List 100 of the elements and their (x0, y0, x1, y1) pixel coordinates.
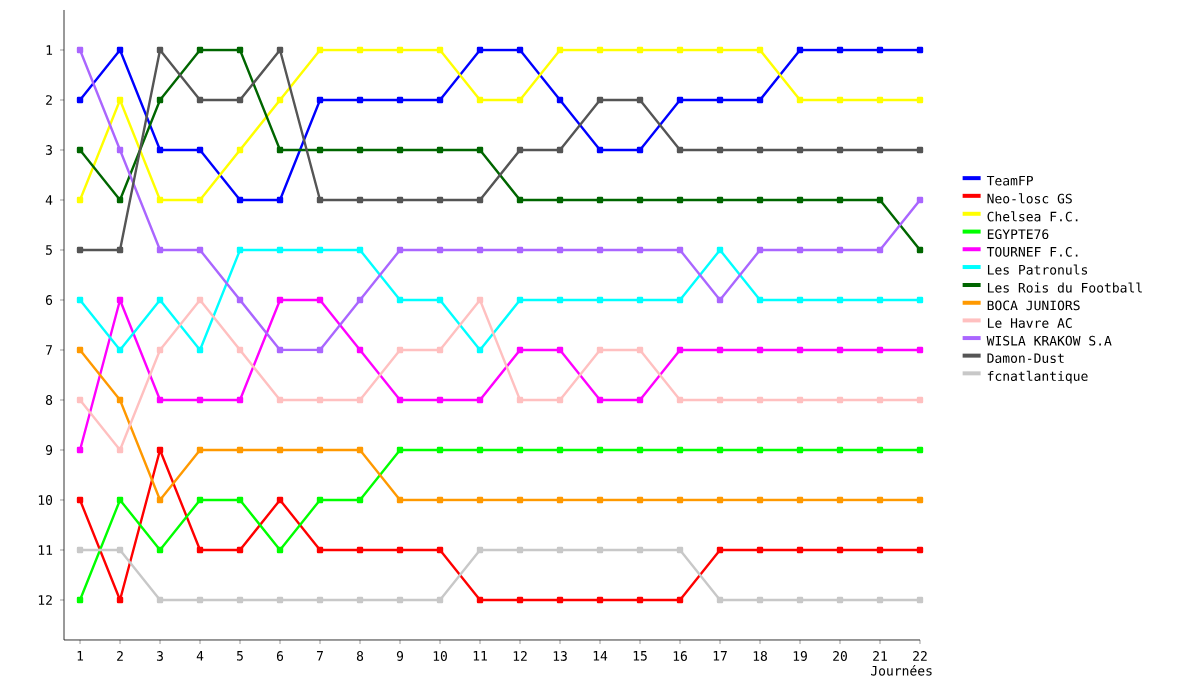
point (436, 146, 444, 154)
point (236, 396, 244, 404)
point (276, 446, 284, 454)
point (836, 546, 844, 554)
point (196, 346, 204, 354)
point (156, 46, 164, 54)
point (476, 396, 484, 404)
point (756, 446, 764, 454)
point (716, 246, 724, 254)
point (396, 346, 404, 354)
point (716, 496, 724, 504)
point (916, 546, 924, 554)
point (436, 296, 444, 304)
point (876, 546, 884, 554)
point (76, 546, 84, 554)
point (396, 146, 404, 154)
point (716, 46, 724, 54)
point (756, 46, 764, 54)
point (556, 296, 564, 304)
point (796, 46, 804, 54)
point (116, 346, 124, 354)
point (476, 196, 484, 204)
point (236, 146, 244, 154)
point (556, 146, 564, 154)
point (316, 346, 324, 354)
point (436, 496, 444, 504)
point (596, 346, 604, 354)
point (716, 546, 724, 554)
point (516, 446, 524, 454)
point (836, 196, 844, 204)
point (916, 246, 924, 254)
point (876, 346, 884, 354)
point (596, 496, 604, 504)
point (796, 196, 804, 204)
point (116, 396, 124, 404)
point (156, 296, 164, 304)
point (116, 146, 124, 154)
point (156, 146, 164, 154)
point (716, 296, 724, 304)
point (156, 396, 164, 404)
point (316, 196, 324, 204)
point (116, 246, 124, 254)
point (116, 196, 124, 204)
point (316, 296, 324, 304)
point (436, 346, 444, 354)
point (916, 46, 924, 54)
point (436, 46, 444, 54)
point (396, 246, 404, 254)
point (556, 546, 564, 554)
point (196, 246, 204, 254)
point (476, 246, 484, 254)
point (396, 446, 404, 454)
point (276, 346, 284, 354)
point (916, 196, 924, 204)
point (836, 146, 844, 154)
point (316, 546, 324, 554)
point (116, 46, 124, 54)
point (196, 496, 204, 504)
point (716, 146, 724, 154)
point (156, 546, 164, 554)
point (876, 146, 884, 154)
point (356, 546, 364, 554)
point (76, 46, 84, 54)
point (276, 496, 284, 504)
point (236, 446, 244, 454)
point (556, 46, 564, 54)
point (756, 296, 764, 304)
point (356, 246, 364, 254)
point (876, 496, 884, 504)
point (396, 396, 404, 404)
point (556, 196, 564, 204)
point (436, 246, 444, 254)
point (356, 396, 364, 404)
point (476, 296, 484, 304)
point (596, 146, 604, 154)
point (836, 346, 844, 354)
point (316, 496, 324, 504)
point (196, 196, 204, 204)
point (916, 396, 924, 404)
point (876, 396, 884, 404)
point (796, 246, 804, 254)
point (836, 46, 844, 54)
point (396, 546, 404, 554)
point (76, 496, 84, 504)
point (436, 396, 444, 404)
point (436, 546, 444, 554)
point (516, 146, 524, 154)
point (516, 246, 524, 254)
point (556, 446, 564, 454)
point (596, 196, 604, 204)
point (796, 296, 804, 304)
point (796, 396, 804, 404)
point (436, 446, 444, 454)
point (476, 346, 484, 354)
point (756, 196, 764, 204)
point (516, 346, 524, 354)
point (836, 496, 844, 504)
point (276, 196, 284, 204)
point (716, 346, 724, 354)
point (756, 546, 764, 554)
